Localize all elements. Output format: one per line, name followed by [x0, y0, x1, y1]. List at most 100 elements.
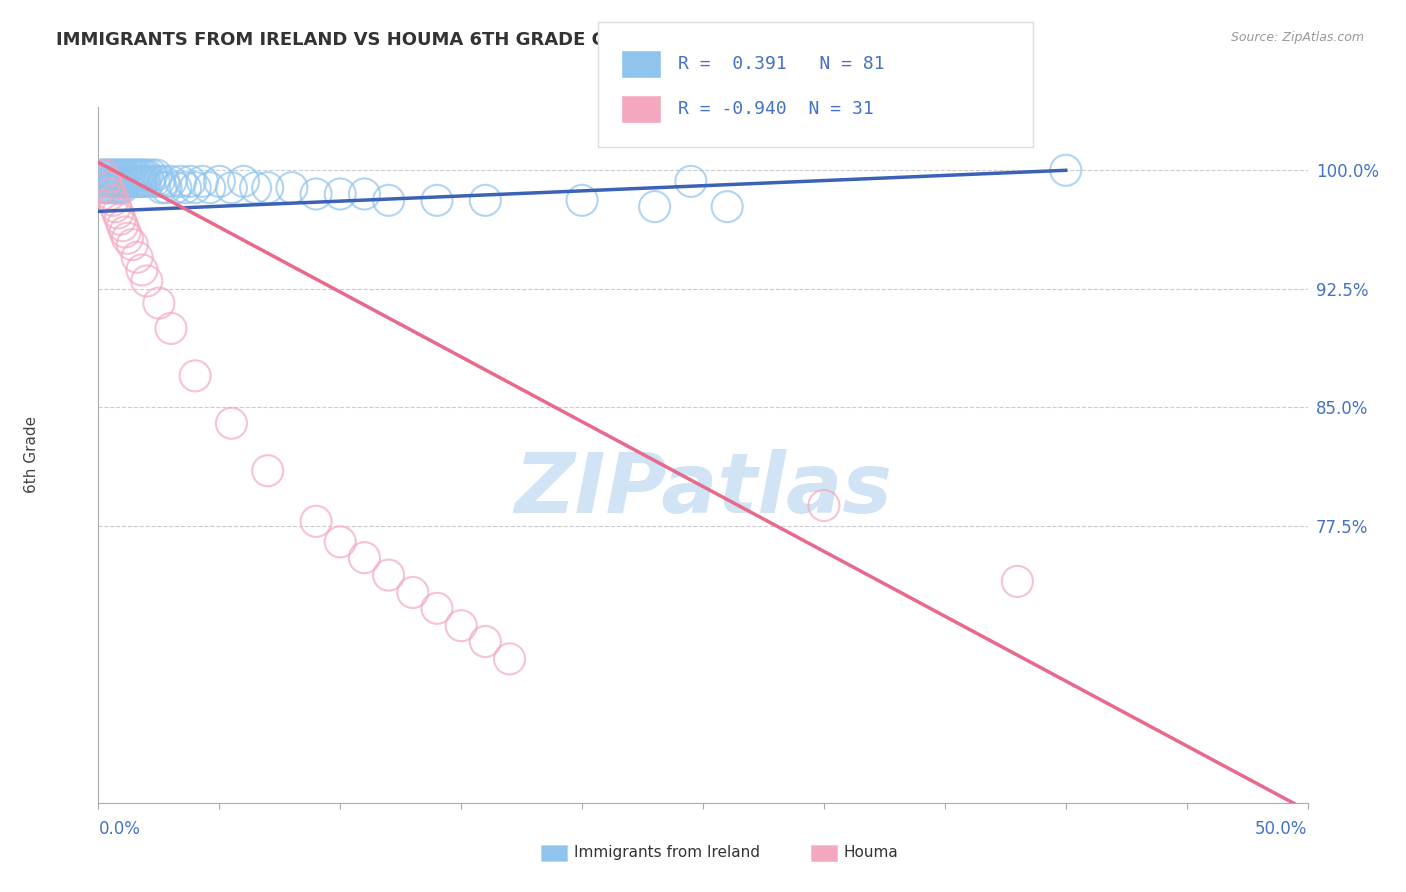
Point: [644, 200, 666, 214]
Point: [150, 180, 173, 194]
Point: [426, 601, 449, 615]
Point: [111, 174, 134, 188]
Point: [90, 168, 112, 182]
Point: [118, 174, 141, 188]
Point: [121, 237, 143, 252]
Point: [127, 250, 149, 264]
Point: [135, 274, 157, 288]
Text: 0.0%: 0.0%: [98, 820, 141, 838]
Point: [100, 174, 122, 188]
Point: [128, 174, 150, 188]
Point: [377, 568, 399, 582]
Point: [131, 168, 153, 182]
Point: [135, 168, 157, 182]
Point: [174, 180, 197, 194]
Point: [221, 417, 243, 431]
Point: [91, 168, 114, 182]
Point: [155, 180, 177, 194]
Point: [169, 174, 191, 188]
Point: [145, 168, 167, 182]
Point: [353, 550, 375, 565]
Point: [91, 168, 114, 182]
Point: [143, 174, 166, 188]
Point: [94, 180, 117, 194]
Point: [402, 585, 425, 599]
Point: [114, 225, 136, 239]
Point: [121, 174, 143, 188]
Point: [104, 180, 127, 194]
Text: Houma: Houma: [844, 846, 898, 860]
Point: [305, 514, 328, 528]
Point: [141, 168, 163, 182]
Point: [131, 174, 153, 188]
Point: [138, 174, 160, 188]
Point: [108, 180, 131, 194]
Point: [117, 231, 139, 245]
Point: [101, 180, 124, 194]
Point: [426, 194, 449, 208]
Text: Source: ZipAtlas.com: Source: ZipAtlas.com: [1230, 31, 1364, 45]
Point: [134, 168, 156, 182]
Point: [221, 180, 243, 194]
Text: Immigrants from Ireland: Immigrants from Ireland: [574, 846, 759, 860]
Point: [111, 180, 134, 194]
Point: [107, 174, 129, 188]
Text: 50.0%: 50.0%: [1256, 820, 1308, 838]
Point: [94, 168, 117, 182]
Point: [165, 180, 187, 194]
Point: [104, 200, 127, 214]
Point: [94, 174, 117, 188]
Point: [450, 618, 472, 632]
Point: [108, 212, 131, 227]
Point: [108, 174, 131, 188]
Point: [100, 180, 122, 194]
Point: [108, 168, 131, 182]
Point: [179, 174, 201, 188]
Text: R = -0.940  N = 31: R = -0.940 N = 31: [678, 100, 873, 118]
Point: [107, 180, 129, 194]
Point: [117, 174, 139, 188]
Point: [198, 180, 221, 194]
Point: [101, 168, 124, 182]
Point: [329, 534, 352, 549]
Point: [716, 200, 738, 214]
Point: [97, 180, 120, 194]
Text: ZIPatlas: ZIPatlas: [515, 450, 891, 530]
Point: [474, 194, 496, 208]
Point: [100, 187, 122, 202]
Text: R =  0.391   N = 81: R = 0.391 N = 81: [678, 55, 884, 73]
Point: [256, 464, 278, 478]
Text: IMMIGRANTS FROM IRELAND VS HOUMA 6TH GRADE CORRELATION CHART: IMMIGRANTS FROM IRELAND VS HOUMA 6TH GRA…: [56, 31, 807, 49]
Point: [94, 174, 117, 188]
Point: [232, 174, 254, 188]
Point: [128, 168, 150, 182]
Point: [107, 168, 129, 182]
Point: [474, 634, 496, 648]
Point: [160, 174, 183, 188]
Point: [100, 168, 122, 182]
Point: [91, 180, 114, 194]
Point: [160, 321, 183, 335]
Point: [107, 206, 129, 220]
Text: 6th Grade: 6th Grade: [24, 417, 39, 493]
Point: [97, 174, 120, 188]
Point: [101, 194, 124, 208]
Point: [256, 180, 278, 194]
Point: [305, 187, 328, 202]
Point: [117, 168, 139, 182]
Point: [208, 174, 231, 188]
Point: [679, 174, 702, 188]
Point: [114, 174, 136, 188]
Point: [124, 174, 146, 188]
Point: [353, 187, 375, 202]
Point: [127, 174, 149, 188]
Point: [571, 194, 593, 208]
Point: [91, 174, 114, 188]
Point: [148, 296, 170, 310]
Point: [813, 499, 835, 513]
Point: [101, 174, 124, 188]
Point: [1007, 574, 1029, 589]
Point: [97, 168, 120, 182]
Point: [184, 180, 207, 194]
Point: [90, 174, 112, 188]
